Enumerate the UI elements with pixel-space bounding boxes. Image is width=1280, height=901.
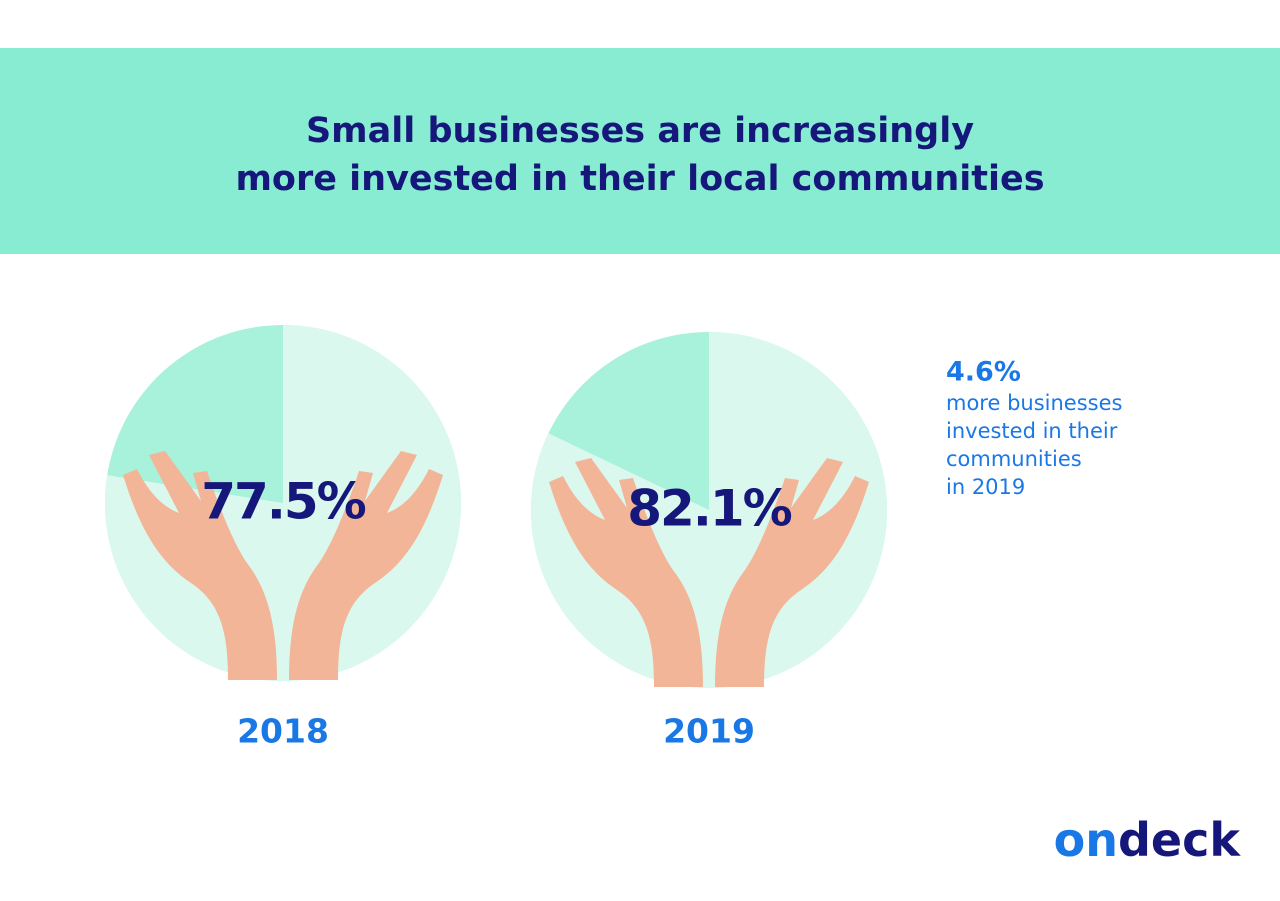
pie-title: 2018 bbox=[237, 712, 329, 751]
title-line: more invested in their local communities bbox=[235, 159, 1044, 199]
hands-2019 bbox=[549, 458, 869, 687]
annotation-line: invested in their bbox=[946, 419, 1118, 443]
pie-slice bbox=[104, 325, 461, 681]
logo-part: deck bbox=[1118, 813, 1241, 867]
hands-2018 bbox=[123, 451, 443, 680]
hands bbox=[123, 451, 869, 687]
labels: 77.5% 2018 82.1% 2019 bbox=[201, 473, 793, 751]
title-line: Small businesses are increasingly bbox=[306, 111, 974, 151]
annotation-line: communities bbox=[946, 447, 1082, 471]
logo-part: on bbox=[1054, 813, 1118, 867]
right-hand bbox=[715, 458, 869, 687]
header-banner bbox=[0, 48, 1280, 254]
pie-title: 2019 bbox=[663, 712, 755, 751]
value-label: 82.1% bbox=[627, 480, 791, 538]
annotation-value: 4.6% bbox=[946, 357, 1021, 388]
left-hand bbox=[549, 458, 703, 687]
annotation-line: in 2019 bbox=[946, 475, 1025, 499]
right-hand bbox=[289, 451, 443, 680]
pie-slice bbox=[531, 332, 887, 689]
value-label: 77.5% bbox=[201, 473, 365, 531]
annotation-line: more businesses bbox=[946, 391, 1122, 415]
pies bbox=[104, 325, 887, 689]
left-hand bbox=[123, 451, 277, 680]
logo: ondeck bbox=[1054, 813, 1242, 867]
